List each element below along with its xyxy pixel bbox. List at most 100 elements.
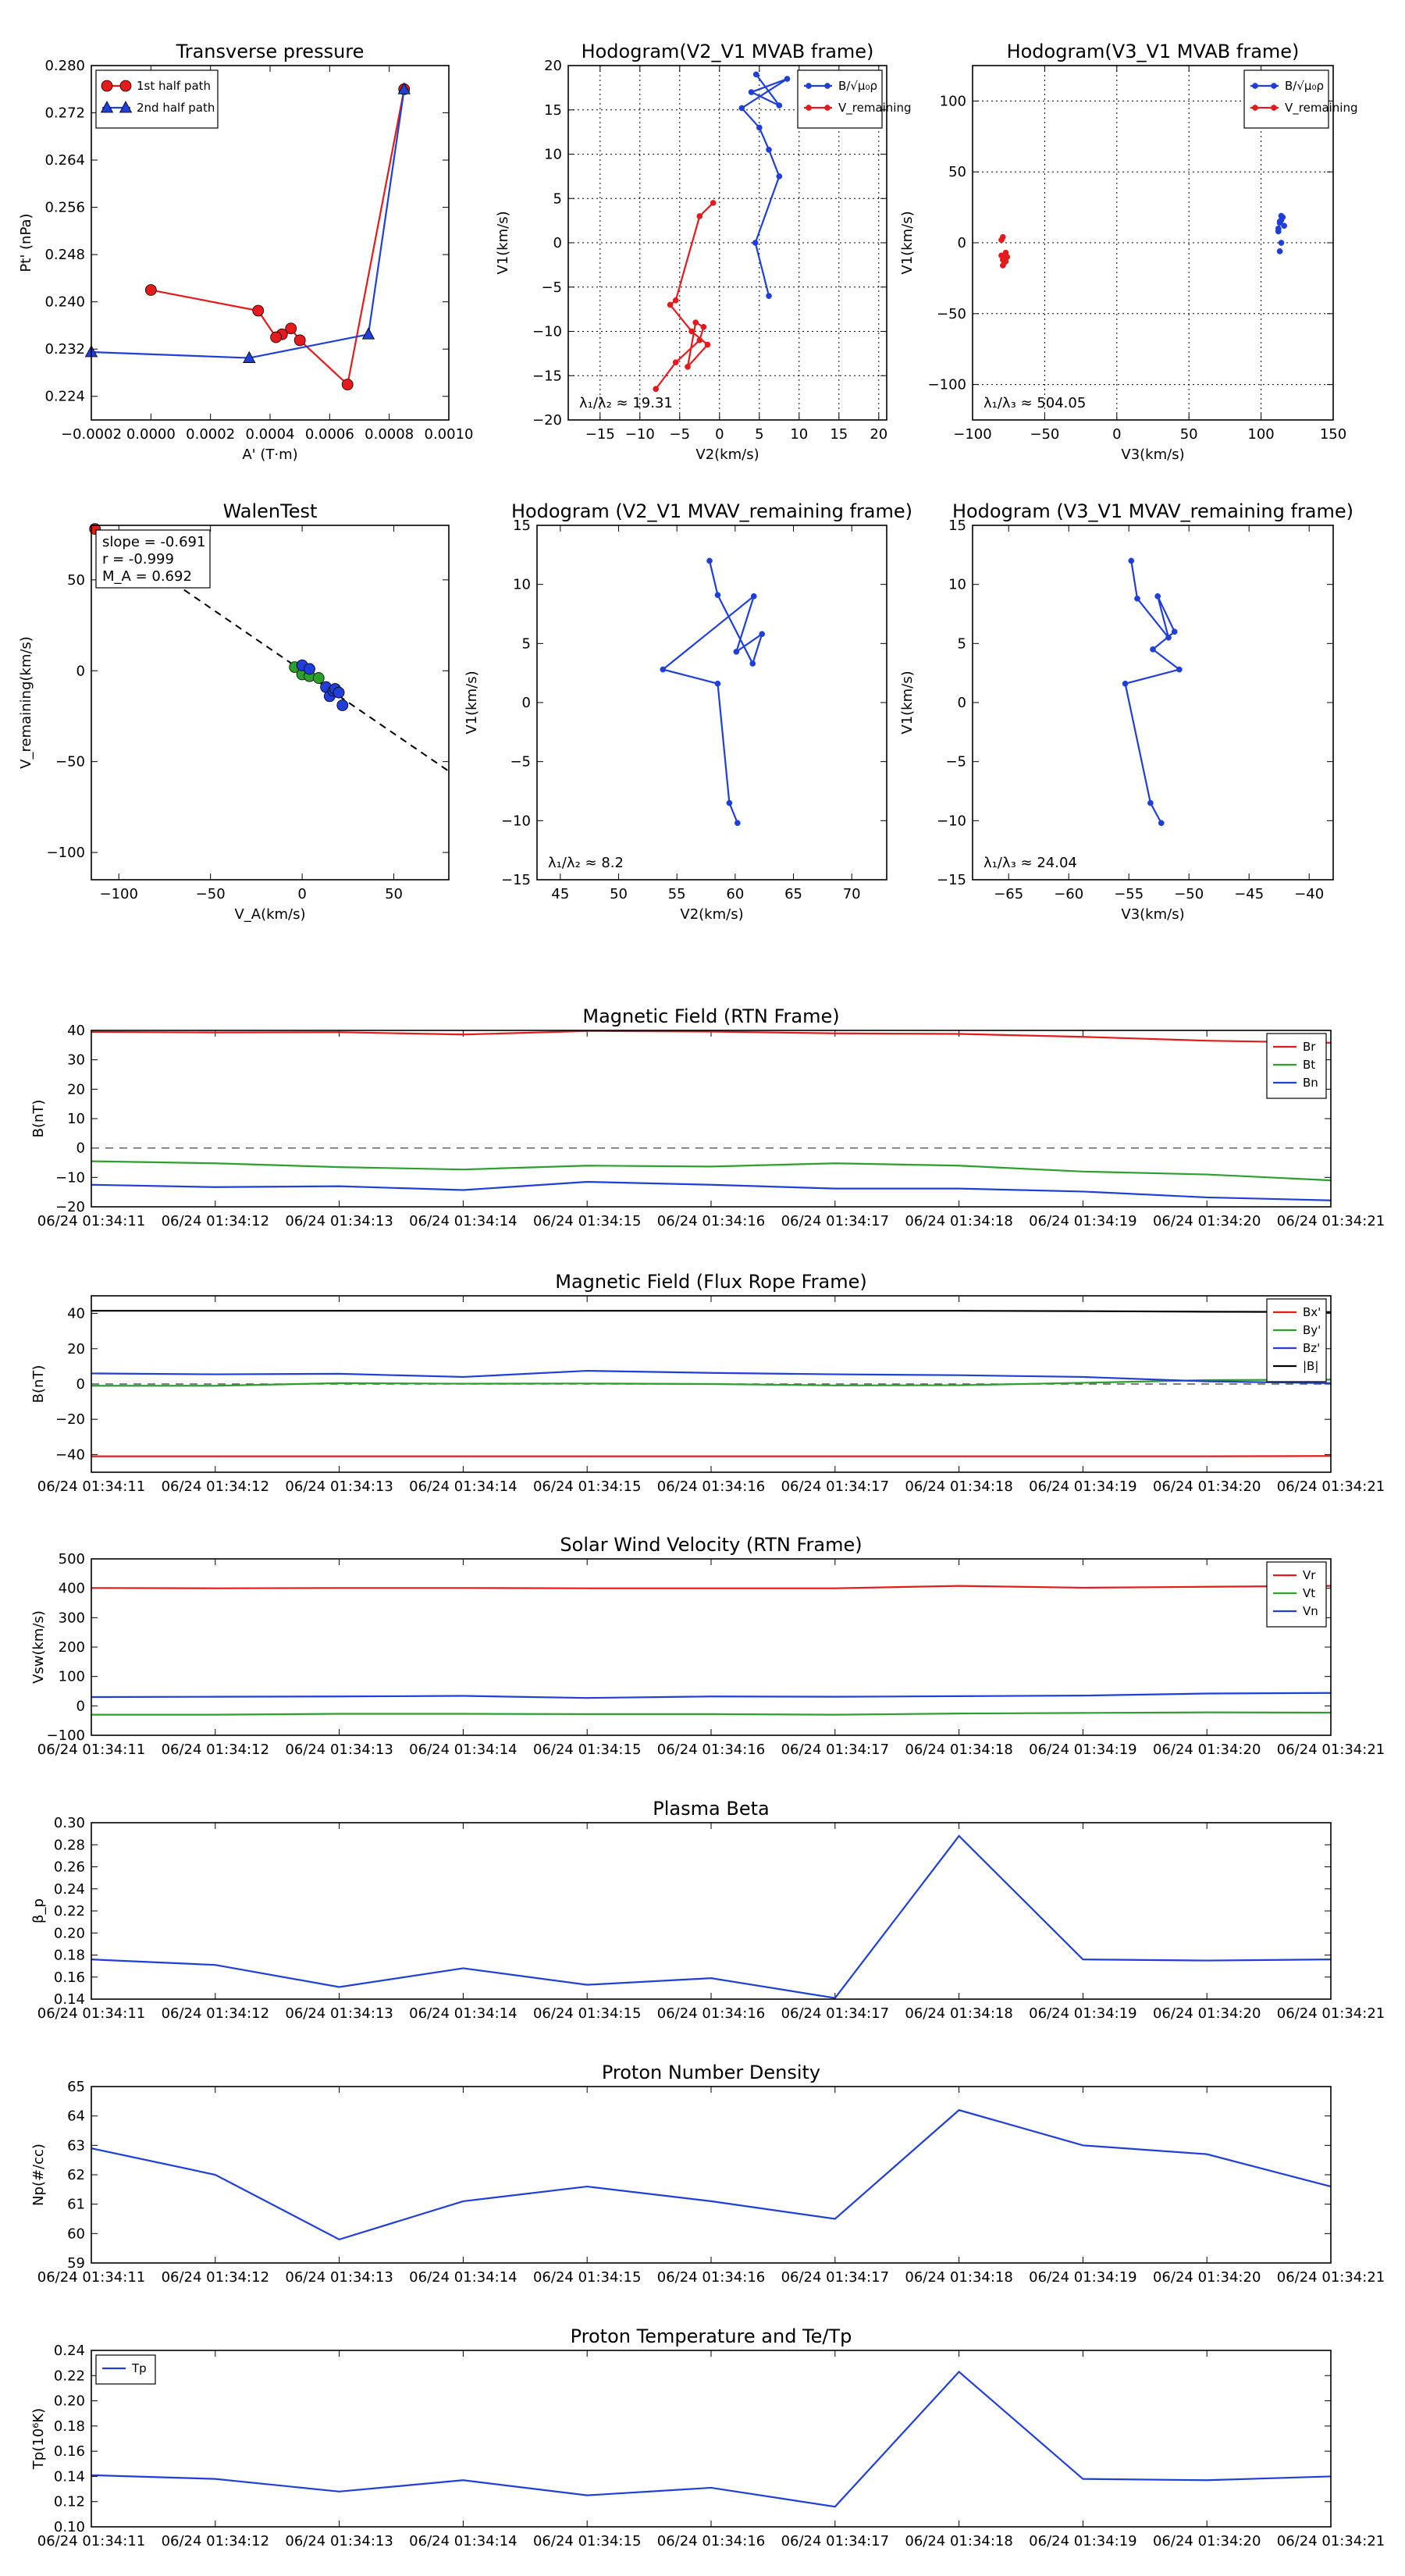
legend-box xyxy=(95,2354,156,2385)
y-tick-label: 400 xyxy=(59,1581,85,1597)
y-tick-label: 40 xyxy=(67,1306,85,1322)
y-tick-label: 0.22 xyxy=(54,2368,85,2384)
time-tick-label: 06/24 01:34:19 xyxy=(1029,1478,1136,1495)
y-tick-label: 0.14 xyxy=(54,2468,85,2485)
y-tick-label: 0 xyxy=(553,235,562,251)
x-axis-label: V_A(km/s) xyxy=(234,906,305,923)
time-tick-label: 06/24 01:34:13 xyxy=(285,1213,393,1229)
time-tick-label: 06/24 01:34:12 xyxy=(162,2269,269,2286)
data-point-V_remaining xyxy=(685,364,691,370)
data-point-B/√μ₀ρ xyxy=(1275,225,1282,232)
series-line-Bz' xyxy=(91,1369,1331,1384)
plot-frame xyxy=(972,65,1334,421)
time-tick-label: 06/24 01:34:18 xyxy=(905,1478,1012,1495)
time-tick-label: 06/24 01:34:11 xyxy=(37,1213,145,1229)
series-line-Vr xyxy=(91,1585,1331,1589)
data-point-V xyxy=(1134,595,1140,602)
y-axis-label: V1(km/s) xyxy=(899,211,916,274)
x-axis-label: V2(km/s) xyxy=(695,447,759,463)
y-tick-label: 59 xyxy=(67,2255,85,2272)
proton_temp-chart: 06/24 01:34:11 06/24 01:34:12 06/24 01:34:… xyxy=(30,2325,1385,2549)
time-tick-label: 06/24 01:34:13 xyxy=(285,2005,393,2022)
data-point-V_remaining xyxy=(700,323,707,330)
time-tick-label: 06/24 01:34:12 xyxy=(162,2533,269,2549)
plot-frame xyxy=(91,1558,1332,1736)
data-point-V xyxy=(735,820,741,827)
data-point-B/√μ₀ρ xyxy=(1281,222,1288,229)
data-point-B/√μ₀ρ xyxy=(1276,248,1283,254)
data-point-V xyxy=(1122,680,1129,687)
y-tick-label: 0.28 xyxy=(54,1837,85,1853)
legend-marker xyxy=(1252,105,1258,111)
x-tick-label: −100 xyxy=(100,886,138,902)
time-tick-label: 06/24 01:34:14 xyxy=(409,1213,517,1229)
legend-label: Vt xyxy=(1303,1586,1315,1600)
data-point-V xyxy=(750,592,757,600)
y-tick-label: 0.272 xyxy=(44,105,85,122)
x-tick-label: 150 xyxy=(1320,426,1346,443)
data-point-V xyxy=(1171,628,1178,635)
walen-annotation: r = -0.999 xyxy=(102,551,174,568)
y-tick-label: 0.240 xyxy=(44,294,85,311)
y-tick-label: 0.232 xyxy=(44,341,85,358)
time-tick-label: 06/24 01:34:18 xyxy=(905,1742,1012,1758)
y-axis-label: B(nT) xyxy=(30,1365,47,1404)
series-line-Vt xyxy=(91,1711,1331,1716)
y-tick-label: 0.12 xyxy=(54,2494,85,2510)
data-point-V xyxy=(714,680,721,687)
time-tick-label: 06/24 01:34:12 xyxy=(162,2005,269,2022)
y-tick-label: 61 xyxy=(67,2197,85,2213)
time-tick-label: 06/24 01:34:18 xyxy=(905,2005,1012,2022)
time-tick-label: 06/24 01:34:18 xyxy=(905,2269,1012,2286)
y-tick-label: −20 xyxy=(55,1199,85,1215)
y-tick-label: 0 xyxy=(522,695,531,711)
y-tick-label: 65 xyxy=(67,2079,85,2095)
series-line-V xyxy=(660,560,764,824)
legend-label: V_remaining xyxy=(1285,101,1358,116)
y-axis-label: B(nT) xyxy=(30,1100,47,1138)
series-line-Bt xyxy=(91,1160,1331,1182)
y-tick-label: −5 xyxy=(541,279,562,296)
time-tick-label: 06/24 01:34:16 xyxy=(657,2005,765,2022)
chart-title: Hodogram(V3_V1 MVAB frame) xyxy=(1007,41,1300,62)
data-point-B/√μ₀ρ xyxy=(766,146,772,153)
transverse_pressure-chart: −0.0002 0.0000 0.0002 0.0004 0.0006 0.0008 0.0… xyxy=(18,41,473,463)
y-axis-label: Np(#/cc) xyxy=(30,2144,47,2206)
legend-label: Bt xyxy=(1303,1058,1315,1072)
time-tick-label: 06/24 01:34:15 xyxy=(533,2005,641,2022)
data-point-V xyxy=(1158,820,1165,827)
y-tick-label: −15 xyxy=(937,872,966,888)
data-point-B/√μ₀ρ xyxy=(738,105,745,112)
y-tick-label: 5 xyxy=(958,635,966,652)
legend-label: Bn xyxy=(1303,1076,1318,1090)
y-tick-label: −10 xyxy=(55,1169,85,1186)
time-tick-label: 06/24 01:34:15 xyxy=(533,1742,641,1758)
plot-frame xyxy=(972,525,1334,881)
y-tick-label: 0 xyxy=(76,1376,85,1393)
y-tick-label: 0.20 xyxy=(54,2393,85,2410)
time-tick-label: 06/24 01:34:16 xyxy=(657,2269,765,2286)
y-tick-label: 0.20 xyxy=(54,1925,85,1941)
data-point-V xyxy=(1176,666,1183,673)
legend-label: Br xyxy=(1303,1040,1316,1054)
time-tick-label: 06/24 01:34:21 xyxy=(1277,2533,1385,2549)
y-tick-label: 100 xyxy=(59,1669,85,1685)
y-tick-label: 60 xyxy=(67,2226,85,2242)
hodogram_v3_v1_mvav-chart: −65 −60 −55 −50 −45 −40−15−10−5051015Hodogram… xyxy=(899,500,1353,923)
data-point-B/√μ₀ρ xyxy=(766,293,772,299)
plot-frame xyxy=(91,2086,1332,2264)
time-tick-label: 06/24 01:34:15 xyxy=(533,2533,641,2549)
time-tick-label: 06/24 01:34:19 xyxy=(1029,2533,1136,2549)
y-tick-label: 10 xyxy=(544,147,562,163)
x-tick-label: 0.0000 xyxy=(126,426,176,443)
legend-box xyxy=(797,69,883,129)
y-axis-label: β_p xyxy=(30,1898,47,1923)
plot-frame xyxy=(567,65,887,421)
time-tick-label: 06/24 01:34:16 xyxy=(657,2533,765,2549)
ratio-annotation: λ₁/λ₂ ≈ 8.2 xyxy=(548,855,624,871)
series-line-Np xyxy=(91,2108,1331,2241)
y-axis-label: V1(km/s) xyxy=(899,671,916,734)
data-point-1st half path xyxy=(285,322,297,335)
mag_rtn-chart: 06/24 01:34:11 06/24 01:34:12 06/24 01:34:… xyxy=(30,1005,1385,1229)
data-point-B/√μ₀ρ xyxy=(752,71,759,78)
